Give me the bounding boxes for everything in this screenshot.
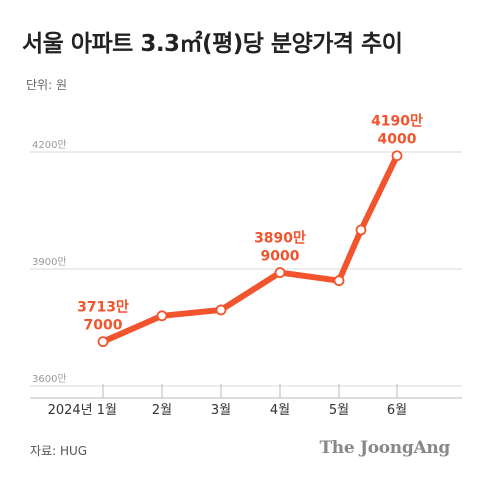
series-line-layer xyxy=(100,152,400,345)
y-tick-label: 4200만 xyxy=(32,139,67,151)
data-label: 3713만 xyxy=(77,300,129,316)
data-point xyxy=(355,224,367,236)
data-label: 4190만 xyxy=(371,114,423,130)
data-label: 4000 xyxy=(378,132,417,148)
x-tick-label: 5월 xyxy=(329,403,349,418)
data-point xyxy=(97,336,109,348)
data-point xyxy=(156,310,168,322)
x-tick-label: 3월 xyxy=(211,403,231,418)
source-label: 자료: HUG xyxy=(30,444,88,458)
x-tick-label: 4월 xyxy=(270,403,290,418)
data-points xyxy=(97,150,403,348)
unit-label: 단위: 원 xyxy=(26,78,67,92)
x-tick-label: 2024년 1월 xyxy=(48,403,117,418)
data-labels: 3713만 7000 3890만 9000 4190만 4000 xyxy=(77,114,423,334)
chart-title: 서울 아파트 3.3㎡(평)당 분양가격 추이 xyxy=(22,31,403,57)
data-label: 7000 xyxy=(84,318,123,334)
data-label: 3890만 xyxy=(254,231,306,247)
y-tick-label: 3600만 xyxy=(32,373,67,385)
data-point xyxy=(274,267,286,278)
y-tick-labels: 3600만 3900만 4200만 xyxy=(32,139,67,385)
data-point xyxy=(391,150,403,162)
brand-logo: The JoongAng xyxy=(319,438,450,458)
x-tick-labels: 2024년 1월 2월 3월 4월 5월 6월 xyxy=(48,403,408,418)
series-line xyxy=(100,152,400,345)
y-tick-label: 3900만 xyxy=(32,256,67,268)
grid-layer xyxy=(30,151,462,399)
x-tick-label: 6월 xyxy=(387,403,407,418)
x-tick-label: 2월 xyxy=(152,403,172,418)
data-label: 9000 xyxy=(261,249,300,265)
data-point xyxy=(215,304,227,316)
data-point xyxy=(333,275,345,287)
